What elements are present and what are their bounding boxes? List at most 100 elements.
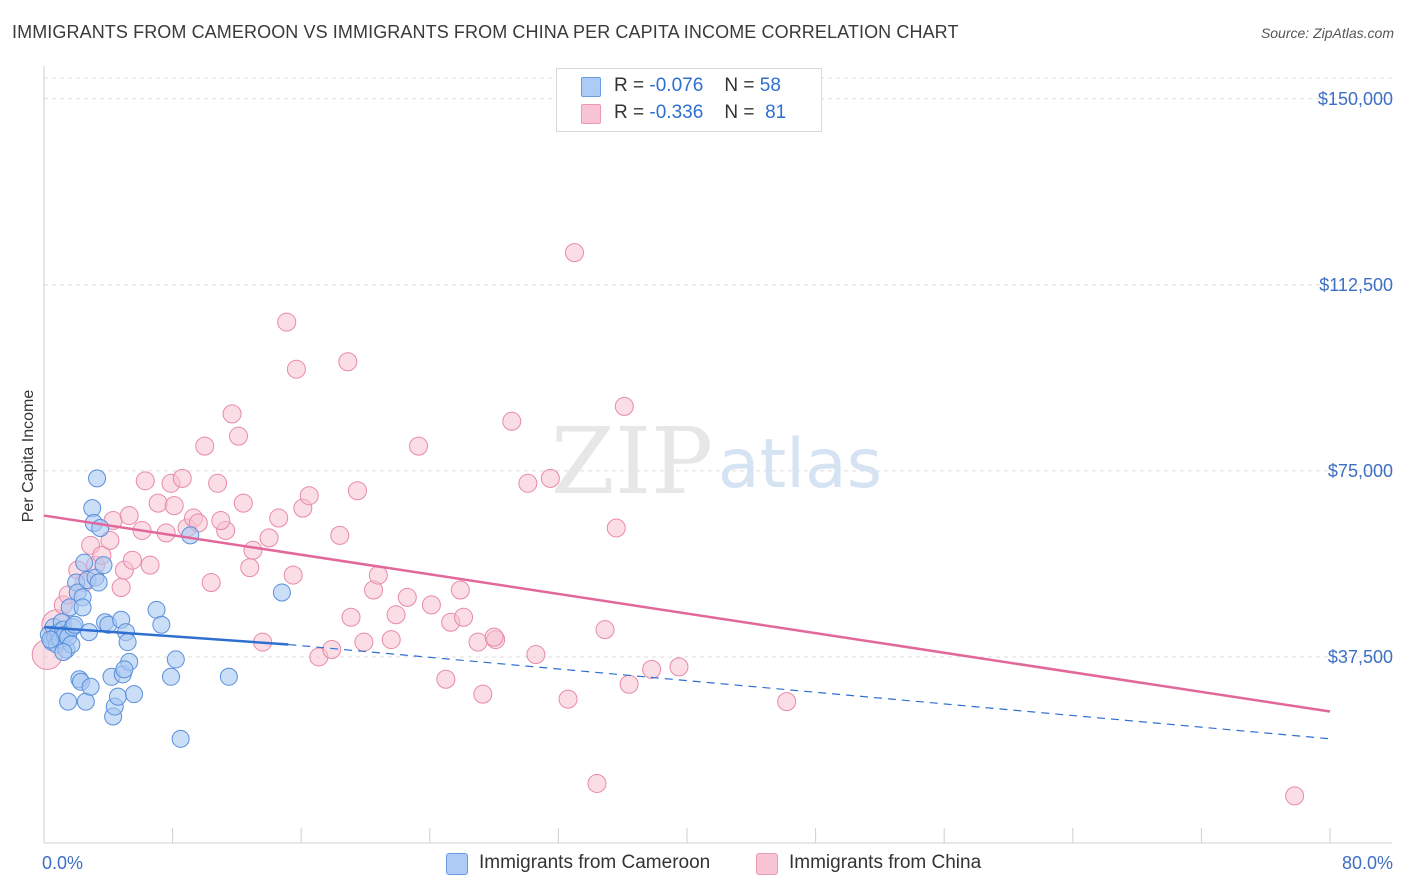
cameroon-point (59, 692, 78, 711)
china-point (397, 587, 417, 607)
china-point (454, 607, 474, 627)
china-point (381, 630, 401, 650)
china-point (229, 426, 249, 446)
china-point (195, 436, 215, 456)
cameroon-point (89, 573, 108, 592)
china-swatch (581, 104, 601, 124)
china-point (354, 632, 374, 652)
r-value-china: -0.336 (649, 102, 704, 123)
china-point (233, 493, 253, 513)
r-label: R = (614, 102, 645, 123)
series-china-points (31, 243, 1305, 806)
china-point (211, 511, 231, 531)
cameroon-point (94, 556, 113, 575)
china-point (277, 312, 297, 332)
china-point (564, 243, 584, 263)
china-point (436, 669, 456, 689)
watermark: ZIP atlas (551, 408, 882, 515)
china-point (322, 640, 342, 660)
china-point (540, 468, 560, 488)
cameroon-point (171, 729, 190, 748)
y-tick-label: $75,000 (1328, 461, 1393, 481)
china-point (450, 580, 470, 600)
cameroon-point (81, 677, 100, 696)
china-point (164, 496, 184, 516)
china-point (619, 674, 639, 694)
n-label: N = (724, 102, 755, 123)
china-point (172, 468, 192, 488)
china-point (283, 565, 303, 585)
tick-labels: $37,500 $75,000 $112,500 $150,000 0.0% 80.0% (42, 89, 1393, 873)
china-point (269, 508, 289, 528)
china-point (140, 555, 160, 575)
china-point (409, 436, 429, 456)
china-point (111, 577, 131, 597)
china-point (122, 550, 142, 570)
china-point (201, 573, 221, 593)
r-label: R = (614, 75, 645, 96)
china-point (468, 632, 488, 652)
y-tick-label: $150,000 (1318, 89, 1393, 109)
china-point (100, 530, 120, 550)
china-point (386, 605, 406, 625)
china-point (347, 481, 367, 501)
axes (43, 66, 1392, 844)
china-trend-line (43, 514, 1331, 713)
watermark-atlas: atlas (718, 425, 882, 504)
cameroon-point (181, 526, 200, 545)
china-point (484, 627, 504, 647)
china-point (299, 486, 319, 506)
china-point (148, 493, 168, 513)
chart-title: IMMIGRANTS FROM CAMEROON VS IMMIGRANTS F… (12, 22, 959, 42)
cameroon-swatch (581, 77, 601, 97)
china-point (222, 404, 242, 424)
cameroon-point (80, 623, 99, 642)
cameroon-point (272, 583, 291, 602)
china-point (330, 525, 350, 545)
china-point (421, 595, 441, 615)
china-point (777, 692, 797, 712)
china-point (642, 659, 662, 679)
china-point (473, 684, 493, 704)
cameroon-point (166, 650, 185, 669)
china-point (208, 473, 228, 493)
china-legend-swatch (756, 853, 778, 875)
china-point (135, 471, 155, 491)
n-value-cameroon: 58 (759, 75, 781, 96)
cameroon-point (161, 667, 180, 686)
cameroon-trend-dashed (288, 643, 1331, 740)
cameroon-point (115, 660, 134, 679)
stats-legend: R = -0.076 N = 58 R = -0.336 N = 81 (556, 68, 822, 132)
china-point (669, 657, 689, 677)
china-point (243, 540, 263, 560)
y-tick-label: $37,500 (1328, 647, 1393, 667)
china-point (338, 352, 358, 372)
source-label: Source: ZipAtlas.com (1260, 25, 1394, 41)
cameroon-point (219, 667, 238, 686)
cameroon-point (147, 600, 166, 619)
cameroon-point (108, 687, 127, 706)
china-point (595, 620, 615, 640)
china-point (587, 773, 607, 793)
china-point (502, 411, 522, 431)
china-point (606, 518, 626, 538)
trend-lines (43, 514, 1331, 740)
cameroon-point (83, 499, 102, 518)
china-point (240, 558, 260, 578)
n-value-china: 81 (765, 102, 787, 123)
n-label: N = (724, 75, 755, 96)
china-point (286, 359, 306, 379)
cameroon-point (54, 642, 73, 661)
china-legend-label: Immigrants from China (789, 852, 982, 873)
x-tick-label: 80.0% (1342, 853, 1393, 873)
cameroon-point (75, 553, 94, 572)
china-point (259, 528, 279, 548)
series-cameroon-points (39, 469, 291, 748)
cameroon-trend-line (43, 625, 289, 646)
cameroon-point (88, 469, 107, 488)
china-point (526, 644, 546, 664)
cameroon-legend-label: Immigrants from Cameroon (479, 852, 711, 873)
china-point (614, 396, 634, 416)
x-tick-label: 0.0% (42, 853, 83, 873)
